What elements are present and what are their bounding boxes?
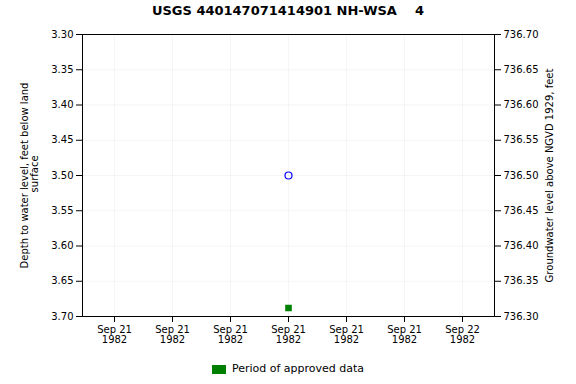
svg-text:3.40: 3.40 xyxy=(51,99,73,110)
svg-text:Sep 211982: Sep 211982 xyxy=(329,324,364,345)
svg-text:3.30: 3.30 xyxy=(51,29,73,40)
svg-text:736.70: 736.70 xyxy=(504,29,539,40)
svg-text:Sep 211982: Sep 211982 xyxy=(213,324,248,345)
svg-text:736.30: 736.30 xyxy=(504,311,539,322)
svg-text:3.60: 3.60 xyxy=(51,240,73,251)
svg-text:Sep 211982: Sep 211982 xyxy=(155,324,190,345)
svg-text:736.45: 736.45 xyxy=(504,205,539,216)
svg-text:Sep 221982: Sep 221982 xyxy=(445,324,480,345)
svg-text:Depth to water level, feet bel: Depth to water level, feet below land su… xyxy=(19,83,40,269)
svg-text:3.70: 3.70 xyxy=(51,311,73,322)
svg-text:Groundwater level above NGVD 1: Groundwater level above NGVD 1929, feet xyxy=(544,69,555,283)
svg-text:Sep 211982: Sep 211982 xyxy=(271,324,306,345)
svg-text:Sep 211982: Sep 211982 xyxy=(387,324,422,345)
svg-text:3.35: 3.35 xyxy=(51,64,73,75)
svg-text:736.60: 736.60 xyxy=(504,99,539,110)
svg-text:Sep 211982: Sep 211982 xyxy=(97,324,132,345)
svg-text:3.45: 3.45 xyxy=(51,134,73,145)
svg-text:736.40: 736.40 xyxy=(504,240,539,251)
html-text:Period of approved data: Period of approved data xyxy=(231,362,365,375)
svg-text:3.50: 3.50 xyxy=(51,170,73,181)
svg-text:736.35: 736.35 xyxy=(504,275,539,286)
html-text:USGS 440147071414901 NH-WSA 4: USGS 440147071414901 NH-WSA 4 xyxy=(151,3,425,18)
svg-text:3.65: 3.65 xyxy=(51,275,73,286)
svg-text:736.55: 736.55 xyxy=(504,134,539,145)
svg-text:736.50: 736.50 xyxy=(504,170,539,181)
svg-text:736.65: 736.65 xyxy=(504,64,539,75)
svg-text:3.55: 3.55 xyxy=(51,205,73,216)
